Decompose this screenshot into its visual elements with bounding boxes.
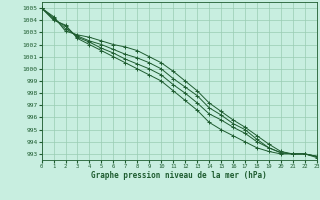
X-axis label: Graphe pression niveau de la mer (hPa): Graphe pression niveau de la mer (hPa) (91, 171, 267, 180)
